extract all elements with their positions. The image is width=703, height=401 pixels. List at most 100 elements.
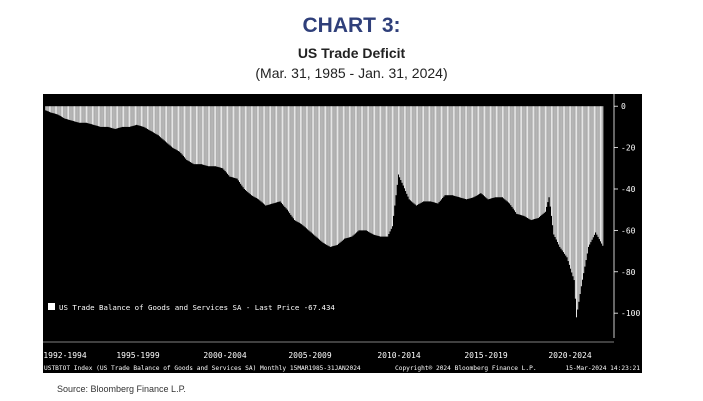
data-bar — [87, 106, 89, 124]
data-bar — [366, 106, 368, 232]
data-bar — [229, 106, 231, 177]
y-tick-layer: 0 -20 -40 -60 -80 -100 — [614, 102, 640, 318]
data-bar — [564, 106, 566, 254]
data-bar — [50, 106, 52, 113]
data-bar — [295, 106, 297, 221]
data-bar — [204, 106, 206, 166]
data-bar — [433, 106, 435, 203]
data-bar — [176, 106, 178, 151]
data-bar — [203, 106, 205, 165]
data-bar — [199, 106, 201, 165]
data-bar — [196, 106, 197, 165]
data-bar — [382, 106, 384, 237]
data-bar — [430, 106, 432, 202]
data-bar — [598, 106, 600, 240]
data-bar — [69, 106, 71, 121]
footer-copyright: Copyright® 2024 Bloomberg Finance L.P. — [395, 365, 537, 372]
data-bar — [47, 106, 49, 112]
data-bar — [213, 106, 215, 167]
data-bar — [302, 106, 304, 226]
footer-index-info: USTBTOT Index (US Trade Balance of Goods… — [44, 365, 361, 372]
data-bar — [455, 106, 457, 197]
data-bar — [206, 106, 208, 166]
data-bar — [97, 106, 99, 127]
data-bar — [314, 106, 316, 236]
data-bar — [96, 106, 98, 126]
data-bar — [211, 106, 213, 167]
data-bar — [476, 106, 478, 196]
data-bar — [294, 106, 295, 221]
data-bar — [394, 106, 396, 206]
data-bar — [246, 106, 248, 192]
data-bar — [444, 106, 446, 196]
data-bar — [231, 106, 233, 178]
data-bar — [192, 106, 194, 164]
data-bar — [536, 106, 538, 219]
data-bar — [592, 106, 594, 238]
data-bar — [335, 106, 337, 246]
data-bar — [93, 106, 95, 125]
x-period-label: 1992-1994 — [43, 351, 87, 360]
data-bar — [289, 106, 291, 214]
data-bar — [205, 106, 207, 166]
data-bar — [384, 106, 386, 237]
legend-swatch — [48, 303, 55, 310]
data-bar — [54, 106, 56, 114]
data-bar — [80, 106, 81, 123]
data-bar — [288, 106, 289, 212]
data-bar — [413, 106, 415, 204]
data-bar — [144, 106, 146, 128]
data-bar — [242, 106, 244, 188]
data-bar — [559, 106, 561, 247]
data-bar — [464, 106, 466, 199]
data-bar — [339, 106, 341, 243]
data-bar — [174, 106, 176, 149]
data-bar — [561, 106, 563, 251]
data-bar — [77, 106, 79, 123]
data-bar — [466, 106, 468, 200]
x-period-label-layer: 1992-1994 1995-1999 2000-2004 2005-2009 2010… — [43, 351, 592, 360]
data-bar — [377, 106, 379, 236]
data-bar — [541, 106, 543, 215]
data-bar — [212, 106, 214, 167]
data-bar — [329, 106, 331, 247]
data-bar — [396, 106, 398, 185]
x-period-label: 2020-2024 — [548, 351, 592, 360]
data-bar — [565, 106, 567, 256]
data-bar — [556, 106, 558, 242]
data-bar — [256, 106, 258, 199]
data-bar — [552, 106, 554, 226]
data-bar — [304, 106, 306, 228]
data-bar — [568, 106, 570, 265]
data-bar — [389, 106, 391, 232]
data-bar — [479, 106, 481, 194]
data-bar — [191, 106, 193, 163]
data-bar — [497, 106, 499, 198]
data-bar — [535, 106, 537, 219]
data-bar — [507, 106, 509, 203]
data-bar — [136, 106, 138, 125]
data-bar — [268, 106, 270, 205]
data-bar — [102, 106, 104, 127]
data-bar — [123, 106, 124, 127]
data-bar — [120, 106, 122, 128]
data-bar — [311, 106, 313, 234]
data-bar — [418, 106, 420, 205]
data-bar — [597, 106, 599, 237]
data-bar — [551, 106, 552, 216]
data-bar — [517, 106, 519, 215]
data-bar — [222, 106, 224, 169]
x-period-label: 2000-2004 — [203, 351, 247, 360]
data-bar — [158, 106, 160, 137]
data-bar — [485, 106, 487, 198]
data-bar — [398, 106, 399, 175]
data-bar — [280, 106, 282, 203]
data-bar — [333, 106, 335, 246]
data-bar — [100, 106, 102, 127]
data-bar — [180, 106, 182, 154]
data-bar — [356, 106, 358, 233]
data-bar — [409, 106, 411, 201]
data-bar — [427, 106, 429, 202]
data-bar — [411, 106, 413, 202]
data-bar — [317, 106, 319, 239]
